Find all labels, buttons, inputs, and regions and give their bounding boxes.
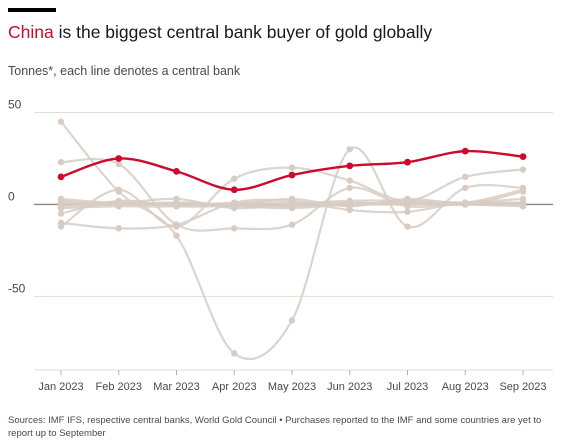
central-bank-point (462, 184, 469, 192)
central-bank-point (57, 197, 65, 204)
y-tick-label: -50 (8, 281, 26, 295)
title-highlight: China (8, 22, 54, 42)
central-bank-point (57, 210, 65, 217)
central-bank-point (288, 221, 296, 228)
central-bank-point (231, 350, 238, 357)
china-point (461, 147, 469, 155)
china-point (115, 155, 123, 162)
central-bank-line (59, 166, 525, 228)
central-bank-point (346, 199, 353, 206)
central-bank-point (519, 199, 527, 206)
central-bank-point (231, 225, 238, 232)
china-point (173, 167, 180, 175)
x-tick-label: May 2023 (268, 381, 316, 393)
x-tick-label: Jan 2023 (38, 381, 83, 393)
chart-subtitle: Tonnes*, each line denotes a central ban… (8, 64, 241, 78)
central-bank-point (57, 158, 65, 166)
x-tick-label: Jul 2023 (387, 381, 429, 393)
central-bank-point (57, 219, 65, 227)
central-bank-point (404, 195, 411, 203)
x-tick-label: Aug 2023 (442, 381, 489, 393)
central-bank-point (519, 186, 527, 193)
x-tick-label: Jun 2023 (327, 381, 372, 393)
china-point (57, 173, 65, 181)
x-tick-label: Apr 2023 (212, 381, 257, 393)
x-tick-label: Sep 2023 (499, 381, 546, 393)
central-bank-point (462, 199, 469, 206)
central-bank-point (288, 195, 296, 203)
title-text: is the biggest central bank buyer of gol… (53, 22, 433, 42)
line-chart: 50 0 -50 Jan 2023 Feb 2023 Mar 2023 Apr 2023 Ma… (8, 98, 553, 393)
central-bank-point (173, 232, 180, 239)
y-tick-label: 0 (8, 189, 15, 203)
central-bank-point (404, 208, 411, 216)
central-bank-line (59, 120, 525, 361)
central-bank-point (173, 199, 180, 206)
central-bank-point (404, 223, 411, 230)
chart-title: China is the biggest central bank buyer … (8, 22, 432, 43)
china-point (346, 162, 354, 170)
central-bank-point (462, 173, 469, 181)
source-note: Sources: IMF IFS, respective central ban… (8, 415, 542, 439)
central-bank-point (57, 118, 65, 125)
central-bank-point (173, 221, 180, 228)
china-point (519, 153, 527, 161)
central-bank-point (115, 186, 122, 193)
x-tick-label: Mar 2023 (153, 381, 199, 393)
china-point (230, 186, 238, 194)
central-bank-point (288, 164, 296, 171)
central-bank-point (231, 175, 238, 182)
central-bank-point (346, 184, 353, 192)
china-point (404, 158, 411, 166)
central-bank-point (346, 177, 353, 184)
central-bank-point (57, 203, 65, 210)
central-bank-point (115, 225, 122, 232)
central-bank-point (288, 203, 296, 210)
central-bank-point (288, 317, 296, 324)
central-bank-point (346, 146, 353, 153)
central-bank-point (115, 201, 122, 208)
central-bank-point (231, 201, 238, 208)
central-bank-point (519, 166, 527, 173)
y-tick-label: 50 (8, 98, 22, 112)
china-point (288, 171, 296, 179)
brand-bar (8, 8, 56, 12)
central-bank-point (404, 201, 411, 208)
x-tick-label: Feb 2023 (96, 381, 142, 393)
central-bank-point (115, 160, 122, 168)
